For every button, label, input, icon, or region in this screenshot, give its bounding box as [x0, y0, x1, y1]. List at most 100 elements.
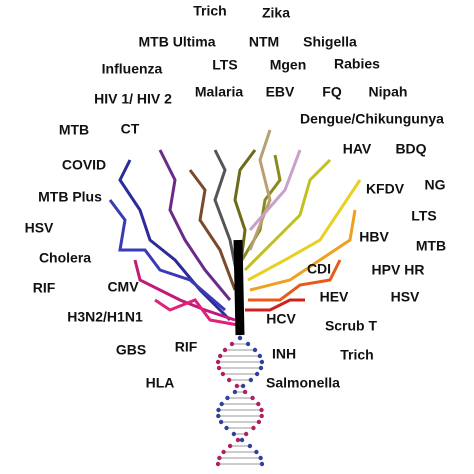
strand-dot	[251, 425, 256, 431]
label: Zika	[262, 5, 290, 21]
label: KFDV	[366, 181, 405, 197]
label: HCV	[266, 311, 296, 327]
strand-dot	[256, 419, 262, 425]
branch	[154, 298, 239, 327]
label: HAV	[343, 141, 372, 157]
label: Trich	[340, 347, 373, 363]
strand-dot	[222, 347, 228, 353]
strand-dot	[256, 401, 261, 407]
strand-dot	[225, 395, 230, 401]
strand-dot	[220, 371, 226, 377]
strand-dot	[234, 383, 240, 389]
strand-dot	[232, 389, 238, 395]
label: HLA	[146, 375, 175, 391]
branch	[248, 149, 302, 231]
label: HBV	[359, 229, 389, 245]
strand-dot	[245, 341, 251, 347]
strand-dot	[259, 461, 265, 467]
strand-dot	[258, 455, 263, 461]
branch	[248, 259, 342, 302]
label: NG	[425, 177, 446, 193]
strand-dot	[257, 353, 263, 359]
branch	[158, 149, 232, 301]
strand-dot	[217, 455, 222, 461]
strand-dot	[240, 383, 246, 389]
label: LTS	[411, 208, 436, 224]
branch	[249, 209, 357, 292]
strand-dot	[226, 377, 232, 383]
strand-dot	[254, 449, 259, 455]
label: HSV	[25, 220, 54, 236]
strand-dot	[231, 431, 237, 437]
label: HPV HR	[372, 262, 425, 278]
strand-dot	[259, 407, 264, 413]
label: HEV	[320, 289, 349, 305]
strand-dot	[235, 437, 241, 443]
label: RIF	[175, 339, 198, 355]
branch	[245, 298, 305, 312]
label: Trich	[193, 3, 226, 19]
dna-helix	[215, 335, 265, 467]
strand-dot	[247, 443, 253, 449]
label: H3N2/H1N1	[67, 309, 143, 325]
label: HSV	[391, 289, 420, 305]
strand-dot	[216, 407, 221, 413]
label: BDQ	[395, 141, 426, 157]
branch	[248, 129, 272, 251]
label: Cholera	[39, 250, 91, 266]
label: Influenza	[102, 61, 163, 77]
strand-dot	[254, 371, 260, 377]
label: EBV	[266, 84, 295, 100]
strand-dot	[229, 341, 235, 347]
label: MTB Ultima	[139, 34, 216, 50]
label: NTM	[249, 34, 279, 50]
strand-dot	[216, 413, 221, 419]
branch	[247, 179, 362, 282]
branch	[188, 169, 237, 291]
strand-dot	[242, 389, 248, 395]
label: INH	[272, 346, 296, 362]
strand-dot	[243, 431, 249, 437]
label: GBS	[116, 342, 146, 358]
label: COVID	[62, 157, 106, 173]
branch	[233, 149, 257, 271]
label: Shigella	[303, 34, 357, 50]
label: Malaria	[195, 84, 243, 100]
strand-dot	[248, 377, 254, 383]
label: Dengue/Chikungunya	[300, 111, 444, 127]
strand-dot	[215, 461, 221, 467]
branch	[213, 149, 240, 281]
branch	[133, 259, 236, 322]
label: Rabies	[334, 56, 380, 72]
strand-dot	[221, 449, 226, 455]
label: LTS	[212, 57, 237, 73]
strand-dot	[224, 425, 229, 431]
branch	[108, 199, 226, 312]
label: CT	[121, 121, 140, 137]
strand-dot	[252, 347, 258, 353]
label: Mgen	[270, 57, 307, 73]
trunk	[233, 239, 245, 336]
strand-dot	[259, 413, 264, 419]
strand-dot	[215, 359, 221, 365]
strand-dot	[219, 401, 224, 407]
branch	[240, 154, 282, 261]
branch	[243, 158, 332, 272]
strand-dot	[216, 365, 222, 371]
strand-dot	[239, 437, 245, 443]
label: MTB Plus	[38, 189, 102, 205]
label: RIF	[33, 280, 56, 296]
label: Nipah	[369, 84, 408, 100]
label: Salmonella	[266, 375, 340, 391]
label: MTB	[416, 238, 446, 254]
label: FQ	[322, 84, 342, 100]
label: CMV	[107, 279, 139, 295]
strand-dot	[259, 359, 265, 365]
strand-dot	[237, 335, 243, 341]
strand-dot	[250, 395, 255, 401]
label: MTB	[59, 122, 89, 138]
tree	[108, 129, 362, 336]
strand-dot	[258, 365, 264, 371]
strand-dot	[217, 353, 223, 359]
